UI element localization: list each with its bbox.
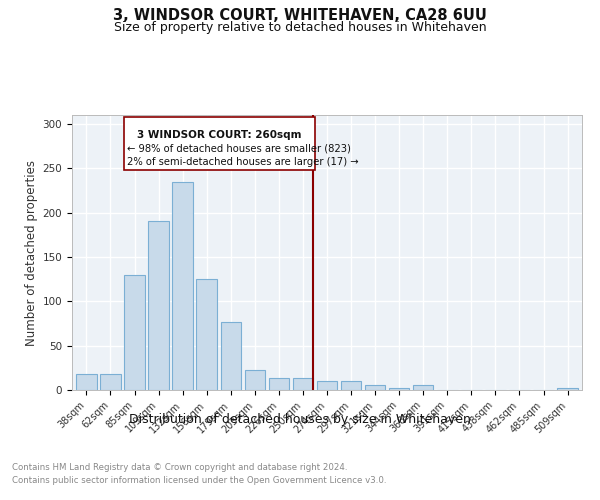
Bar [269,378,289,390]
Bar [124,274,145,390]
Text: Contains public sector information licensed under the Open Government Licence v3: Contains public sector information licen… [12,476,386,485]
Text: Contains HM Land Registry data © Crown copyright and database right 2024.: Contains HM Land Registry data © Crown c… [12,462,347,471]
Bar [196,279,217,390]
Bar [317,381,337,390]
Bar [221,322,241,390]
Text: Distribution of detached houses by size in Whitehaven: Distribution of detached houses by size … [129,412,471,426]
Bar [76,374,97,390]
Text: 3, WINDSOR COURT, WHITEHAVEN, CA28 6UU: 3, WINDSOR COURT, WHITEHAVEN, CA28 6UU [113,8,487,22]
Text: 2% of semi-detached houses are larger (17) →: 2% of semi-detached houses are larger (1… [127,156,359,166]
Bar [245,370,265,390]
Text: 3 WINDSOR COURT: 260sqm: 3 WINDSOR COURT: 260sqm [137,130,302,140]
Bar [341,381,361,390]
Bar [413,384,433,390]
Bar [557,388,578,390]
Y-axis label: Number of detached properties: Number of detached properties [25,160,38,346]
Bar [293,378,313,390]
Bar [365,384,385,390]
Bar [172,182,193,390]
Text: Size of property relative to detached houses in Whitehaven: Size of property relative to detached ho… [113,21,487,34]
Bar [100,374,121,390]
Bar [148,222,169,390]
Text: ← 98% of detached houses are smaller (823): ← 98% of detached houses are smaller (82… [127,144,351,154]
Bar [124,117,315,170]
Bar [389,388,409,390]
